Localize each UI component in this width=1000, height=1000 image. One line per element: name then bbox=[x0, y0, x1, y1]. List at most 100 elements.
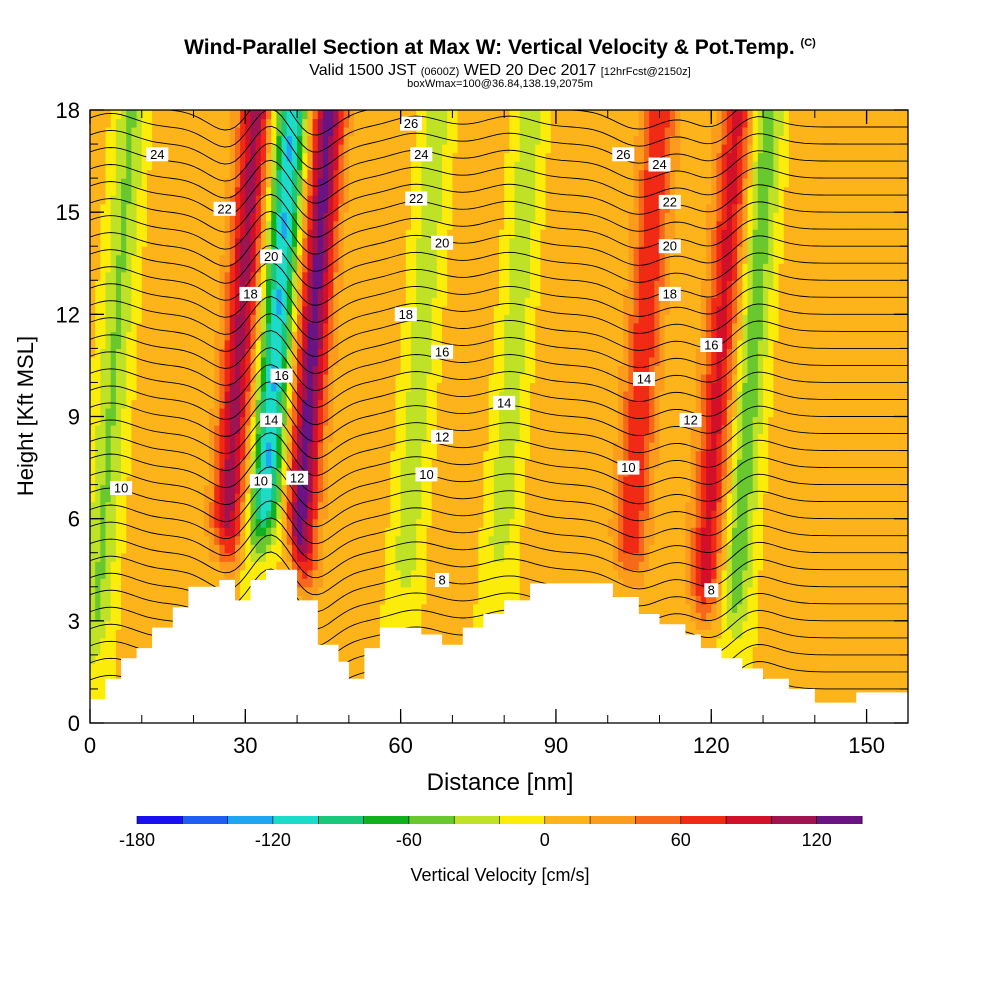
field-cell bbox=[131, 459, 138, 469]
field-cell bbox=[416, 578, 422, 588]
field-cell bbox=[442, 467, 448, 477]
field-cell bbox=[255, 263, 262, 273]
field-cell bbox=[286, 348, 293, 358]
field-cell bbox=[219, 305, 226, 315]
field-cell bbox=[240, 407, 246, 418]
field-cell bbox=[167, 186, 174, 196]
field-cell bbox=[374, 561, 381, 571]
field-cell bbox=[338, 263, 345, 273]
field-cell bbox=[374, 442, 381, 452]
field-cell bbox=[343, 586, 350, 596]
field-cell bbox=[172, 280, 179, 290]
field-cell bbox=[203, 229, 210, 239]
field-cell bbox=[359, 365, 365, 375]
field-cell bbox=[250, 518, 257, 528]
field-cell bbox=[162, 203, 169, 213]
field-cell bbox=[172, 322, 179, 332]
field-cell bbox=[90, 637, 96, 647]
field-cell bbox=[121, 637, 127, 647]
field-cell bbox=[110, 348, 117, 358]
field-cell bbox=[90, 348, 96, 358]
field-cell bbox=[374, 339, 381, 349]
field-cell bbox=[90, 501, 96, 511]
field-cell bbox=[405, 263, 412, 273]
field-cell bbox=[390, 254, 397, 264]
field-cell bbox=[369, 578, 376, 588]
field-cell bbox=[203, 425, 210, 435]
field-cell bbox=[214, 561, 221, 571]
field-cell bbox=[95, 544, 101, 554]
field-cell bbox=[90, 365, 96, 375]
field-cell bbox=[374, 161, 381, 171]
field-cell bbox=[317, 297, 324, 307]
field-cell bbox=[312, 348, 319, 358]
field-cell bbox=[281, 118, 288, 128]
field-cell bbox=[152, 569, 158, 579]
field-cell bbox=[183, 425, 189, 435]
field-cell bbox=[333, 629, 340, 639]
field-cell bbox=[121, 382, 127, 392]
field-cell bbox=[297, 518, 303, 528]
field-cell bbox=[193, 127, 200, 137]
field-cell bbox=[240, 561, 246, 571]
field-cell bbox=[188, 425, 195, 435]
field-cell bbox=[105, 152, 112, 162]
field-cell bbox=[421, 620, 428, 630]
field-cell bbox=[240, 595, 246, 605]
field-cell bbox=[131, 390, 138, 401]
field-cell bbox=[374, 331, 381, 341]
field-cell bbox=[110, 629, 117, 639]
field-cell bbox=[276, 135, 283, 145]
field-cell bbox=[260, 288, 267, 298]
field-cell bbox=[312, 382, 319, 392]
field-cell bbox=[229, 484, 236, 494]
field-cell bbox=[203, 237, 210, 247]
field-cell bbox=[131, 407, 138, 418]
field-cell bbox=[431, 246, 438, 256]
field-cell bbox=[395, 399, 402, 409]
field-cell bbox=[240, 271, 246, 281]
field-cell bbox=[369, 603, 376, 613]
field-cell bbox=[354, 586, 360, 596]
field-cell bbox=[395, 416, 402, 426]
field-cell bbox=[219, 356, 226, 367]
field-cell bbox=[431, 425, 438, 435]
field-cell bbox=[178, 178, 184, 188]
field-cell bbox=[436, 229, 443, 239]
field-cell bbox=[333, 144, 340, 154]
field-cell bbox=[214, 339, 221, 349]
subtitle-date: WED 20 Dec 2017 bbox=[463, 62, 597, 79]
field-cell bbox=[442, 135, 448, 145]
field-cell bbox=[364, 271, 371, 281]
field-cell bbox=[307, 442, 314, 452]
field-cell bbox=[152, 212, 158, 222]
field-cell bbox=[421, 161, 428, 171]
field-cell bbox=[405, 152, 412, 162]
field-cell bbox=[110, 339, 117, 349]
field-cell bbox=[229, 569, 236, 579]
field-cell bbox=[369, 620, 376, 630]
field-cell bbox=[369, 195, 376, 205]
field-cell bbox=[121, 527, 127, 537]
field-cell bbox=[416, 399, 422, 409]
field-cell bbox=[136, 637, 143, 647]
field-cell bbox=[322, 561, 329, 571]
field-cell bbox=[260, 518, 267, 528]
field-cell bbox=[95, 271, 101, 281]
field-cell bbox=[426, 178, 433, 188]
field-cell bbox=[312, 425, 319, 435]
field-cell bbox=[178, 518, 184, 528]
field-cell bbox=[172, 399, 179, 409]
field-cell bbox=[276, 459, 283, 469]
field-cell bbox=[240, 527, 246, 537]
field-cell bbox=[400, 212, 407, 222]
field-cell bbox=[385, 373, 391, 384]
field-cell bbox=[90, 467, 96, 477]
field-cell bbox=[343, 603, 350, 613]
field-cell bbox=[297, 229, 303, 239]
field-cell bbox=[193, 399, 200, 409]
field-cell bbox=[105, 246, 112, 256]
field-cell bbox=[410, 212, 417, 222]
field-cell bbox=[152, 220, 158, 230]
field-cell bbox=[286, 518, 293, 528]
